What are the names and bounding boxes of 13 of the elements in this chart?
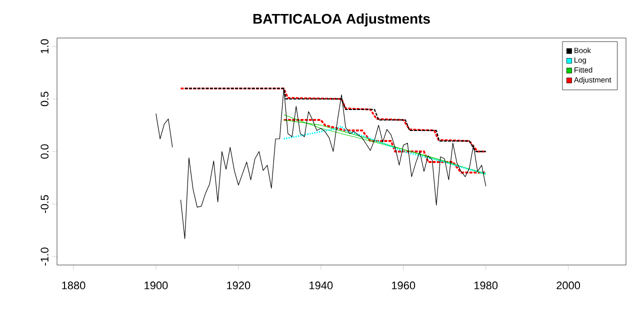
y-tick-label: 0.5 — [40, 92, 48, 106]
y-tick-label: 1.0 — [40, 39, 48, 54]
x-tick-label: 2000 — [556, 282, 580, 290]
x-tick-label: 1940 — [310, 282, 333, 290]
y-tick-label: -1.0 — [40, 248, 48, 266]
x-tick-label: 1900 — [144, 282, 168, 290]
x-tick-label: 1980 — [474, 282, 498, 290]
x-tick-label: 1920 — [227, 282, 250, 290]
y-tick-label: -0.5 — [40, 195, 48, 214]
x-tick-label: 1880 — [62, 282, 86, 290]
chart-title: BATTICALOA Adjustments — [253, 14, 430, 26]
x-tick-label: 1960 — [392, 282, 416, 290]
y-tick-label: 0.0 — [40, 144, 48, 159]
